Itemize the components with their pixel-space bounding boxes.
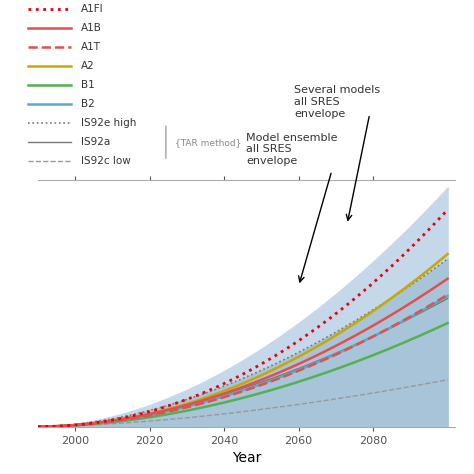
Text: IS92a: IS92a xyxy=(81,137,110,147)
Text: A1B: A1B xyxy=(81,23,101,34)
Text: A1FI: A1FI xyxy=(81,4,103,15)
X-axis label: Year: Year xyxy=(232,451,261,465)
Text: A2: A2 xyxy=(81,61,94,72)
Text: IS92e high: IS92e high xyxy=(81,118,136,128)
Text: B1: B1 xyxy=(81,80,94,91)
Text: A1T: A1T xyxy=(81,42,100,53)
Text: Model ensemble
all SRES
envelope: Model ensemble all SRES envelope xyxy=(246,133,338,166)
Text: {TAR method}: {TAR method} xyxy=(175,138,242,146)
Text: Several models
all SRES
envelope: Several models all SRES envelope xyxy=(294,85,380,118)
Text: B2: B2 xyxy=(81,99,94,109)
Text: IS92c low: IS92c low xyxy=(81,156,130,166)
